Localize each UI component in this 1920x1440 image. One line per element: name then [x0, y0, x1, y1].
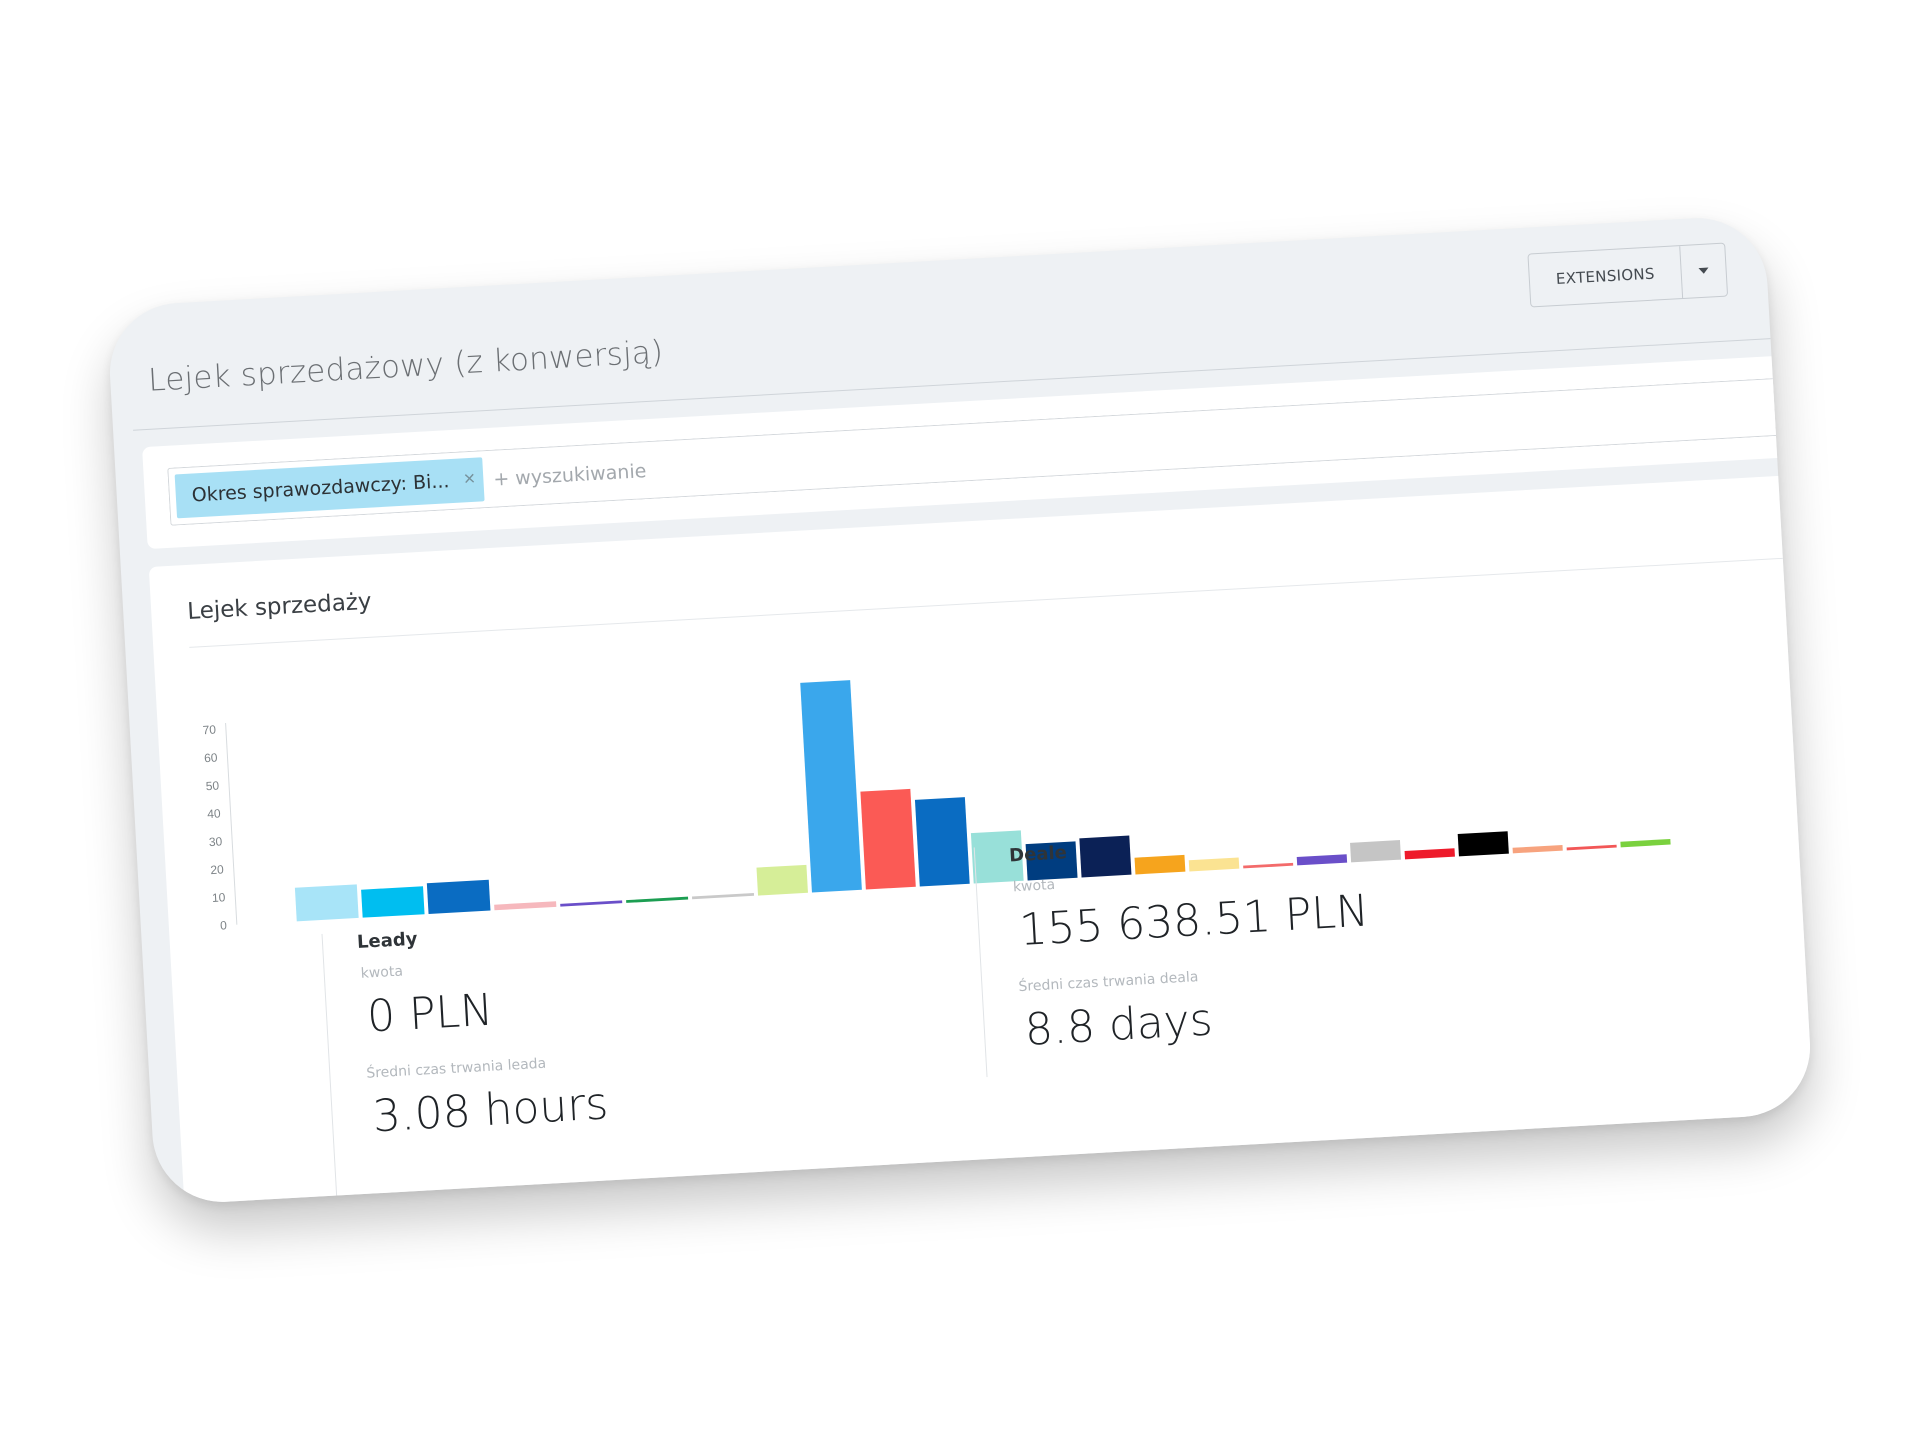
close-icon[interactable]: × [463, 467, 476, 491]
chart-title: Lejek sprzedaży [186, 588, 373, 625]
chart-bar [1296, 854, 1348, 866]
chart-bar [1134, 854, 1186, 875]
y-tick-label: 30 [208, 834, 222, 849]
chart-bar [426, 879, 491, 914]
y-tick-label: 20 [210, 862, 224, 877]
chart-bar [1512, 844, 1563, 854]
chart-bar [756, 864, 808, 896]
stat-deale-name: Deale [1008, 842, 1068, 867]
chart-bar [294, 884, 359, 922]
chart-bar [1566, 844, 1617, 851]
y-axis-line [225, 722, 238, 925]
chart-bar [800, 680, 862, 893]
chart-bar [1079, 835, 1132, 878]
chart-bar [1620, 838, 1671, 848]
y-tick-label: 40 [207, 806, 221, 821]
chart-panel: Lejek sprzedaży 0 10 20 30 40 50 60 70 Leady kw… [148, 474, 1814, 1206]
y-tick-label: 70 [202, 723, 216, 738]
chart-bar [560, 900, 623, 907]
chart-bar [361, 886, 425, 918]
chart-bar [1188, 857, 1240, 872]
y-tick-label: 0 [220, 918, 228, 932]
chart-bar [1243, 862, 1294, 869]
y-tick-label: 10 [212, 890, 226, 905]
stat-leady-duration-value: 3.08 hours [371, 1078, 610, 1143]
chart-bar [1025, 841, 1078, 881]
chart-bar [1404, 848, 1455, 860]
chart-bar [494, 901, 557, 911]
filter-tag-label: Okres sprawozdawczy: Bi... [191, 470, 450, 507]
funnel-chart: 0 10 20 30 40 50 60 70 [202, 680, 1671, 933]
chart-bar [914, 797, 970, 887]
stat-leady: Leady kwota 0 PLN Średni czas trwania le… [321, 898, 977, 1204]
y-tick-label: 50 [205, 778, 219, 793]
search-input[interactable] [490, 425, 1096, 501]
chart-bar [860, 788, 916, 890]
page-title: Lejek sprzedażowy (z konwersją) [147, 334, 665, 399]
stat-leady-amount-value: 0 PLN [365, 984, 495, 1043]
stat-deale-amount-value: 155 638.51 PLN [1017, 885, 1371, 956]
stat-deale-amount-label: kwota [1012, 876, 1056, 896]
chart-bar [626, 896, 689, 903]
caret-down-icon [1698, 267, 1709, 275]
stat-deale: Deale kwota 155 638.51 PLN Średni czas t… [973, 801, 1807, 1078]
extensions-button[interactable]: EXTENSIONS [1555, 264, 1656, 289]
chart-bar [691, 892, 755, 900]
stat-leady-duration-label: Średni czas trwania leada [365, 1055, 547, 1082]
extensions-dropdown-toggle[interactable] [1679, 243, 1728, 299]
chart-bar [1457, 831, 1509, 857]
stat-leady-amount-label: kwota [360, 963, 404, 982]
stat-deale-duration-value: 8.8 days [1023, 994, 1214, 1056]
y-tick-label: 60 [204, 751, 218, 766]
chart-bar [1350, 840, 1402, 863]
filter-tag[interactable]: Okres sprawozdawczy: Bi... × [174, 457, 485, 519]
extensions-button-group: EXTENSIONS [1527, 242, 1729, 308]
stat-leady-name: Leady [356, 928, 418, 954]
report-card: Lejek sprzedażowy (z konwersją) EXTENSIO… [106, 214, 1814, 1206]
stat-deale-duration-label: Średni czas trwania deala [1018, 969, 1199, 996]
chart-bar [970, 830, 1024, 884]
